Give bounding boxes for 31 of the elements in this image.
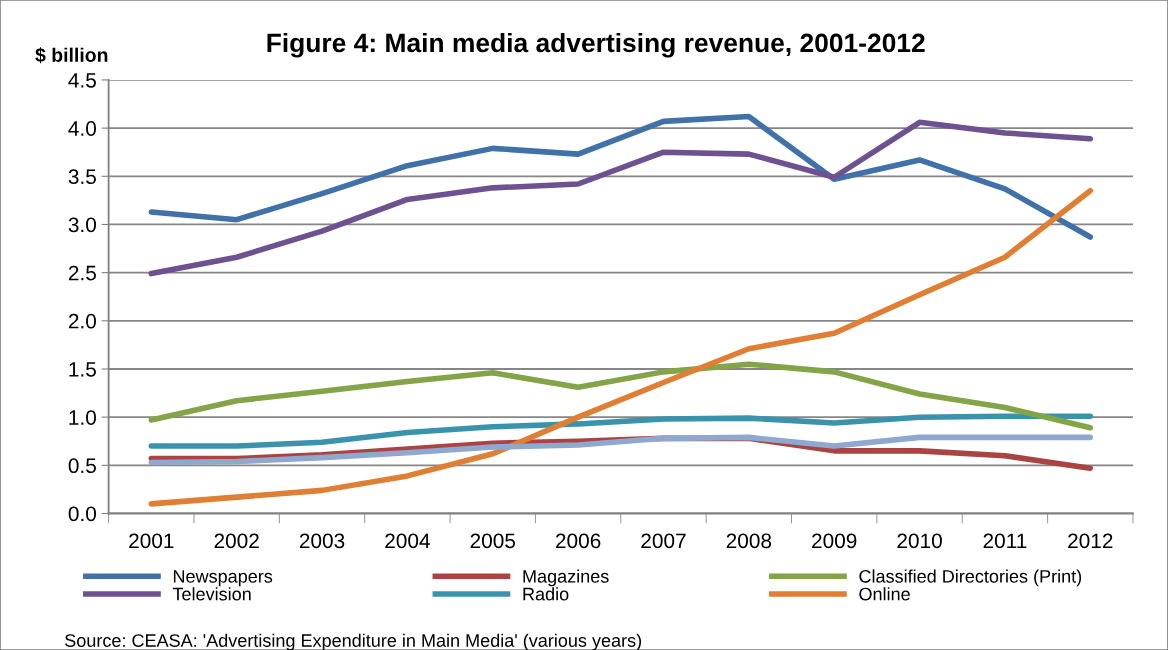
x-tick-label: 2002 (214, 533, 259, 549)
y-axis-title: $ billion (35, 47, 108, 64)
x-tick-label: 2005 (470, 533, 516, 549)
legend-label: Television (172, 587, 251, 601)
y-tick-label: 1.5 (69, 362, 96, 377)
source-note: Source: CEASA: 'Advertising Expenditure in Main Media' (various years) (65, 633, 642, 650)
y-tick-label: 4.0 (68, 121, 97, 136)
x-tick-label: 2003 (299, 533, 345, 549)
legend-label: Magazines (523, 569, 609, 587)
y-tick-label: 3.0 (68, 217, 97, 233)
legend-label: Newspapers (173, 570, 273, 587)
y-tick-label: 2.5 (68, 265, 96, 281)
x-tick-label: 2008 (726, 533, 772, 549)
y-tick-label: 2.0 (68, 313, 97, 329)
x-tick-label: 2012 (1068, 533, 1113, 549)
legend-label: Online (859, 587, 910, 601)
x-tick-label: 2011 (983, 533, 1027, 549)
y-tick-label: 0.5 (68, 458, 96, 474)
x-tick-label: 2004 (385, 533, 430, 549)
y-tick-label: 0.0 (68, 506, 97, 522)
legend-label: Radio (523, 587, 569, 601)
chart-title: Figure 4: Main media advertising revenue, 2001-2012 (267, 32, 925, 58)
x-tick-label: 2006 (555, 533, 601, 549)
y-tick-label: 1.0 (69, 410, 97, 425)
x-tick-label: 2007 (641, 533, 686, 549)
x-tick-label: 2010 (897, 533, 942, 549)
y-tick-label: 3.5 (68, 169, 96, 185)
x-tick-label: 2009 (812, 533, 857, 549)
x-tick-label: 2001 (129, 533, 174, 549)
y-tick-label: 4.5 (68, 73, 96, 88)
legend-label: Classified Directories (Print) (859, 569, 1082, 587)
